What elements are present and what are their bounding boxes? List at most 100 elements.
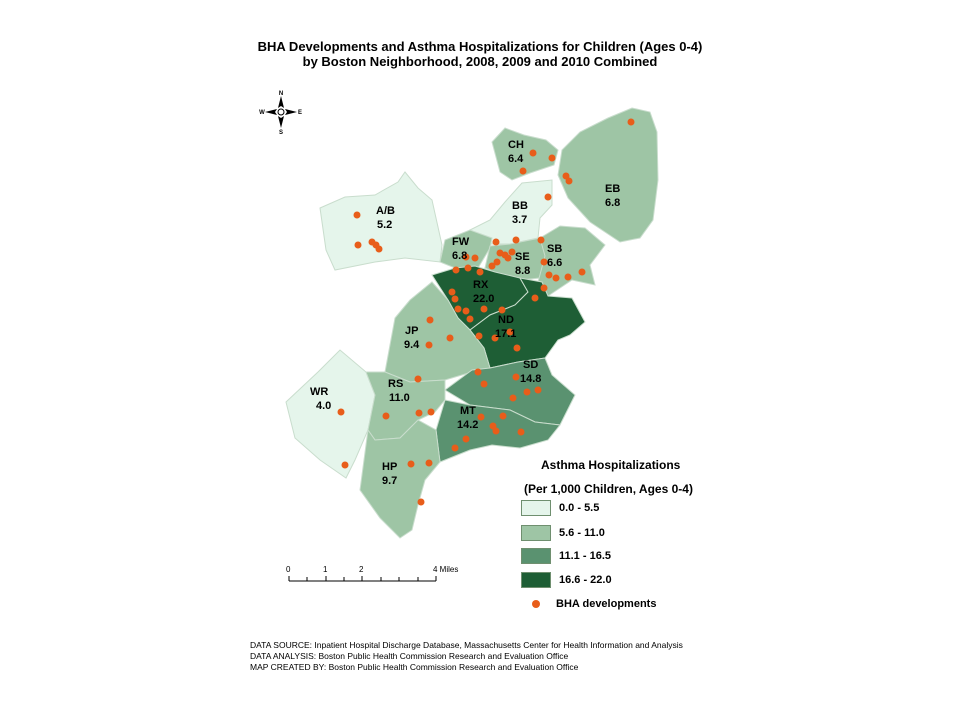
label-rate: 14.8 — [520, 373, 541, 385]
bha-development-dot — [545, 271, 553, 279]
label-code: SB — [547, 243, 562, 255]
label-rate: 6.6 — [547, 257, 562, 269]
label-code: SD — [523, 359, 538, 371]
credit-line: DATA ANALYSIS: Boston Public Health Comm… — [250, 651, 569, 661]
compass-south-label: S — [279, 130, 283, 136]
bha-development-dot — [414, 375, 422, 383]
credit-line: DATA SOURCE: Inpatient Hospital Discharg… — [250, 640, 683, 650]
bha-development-dot — [451, 444, 459, 452]
scale-tick-label: 1 — [323, 565, 328, 574]
bha-development-dot — [341, 461, 349, 469]
bha-development-dot — [512, 236, 520, 244]
bha-development-dot — [425, 341, 433, 349]
compass-west-label: W — [259, 110, 265, 116]
bha-development-dot — [452, 266, 460, 274]
bha-development-dot — [512, 373, 520, 381]
bha-development-dot — [426, 316, 434, 324]
bha-development-dot — [504, 254, 512, 262]
credit-line: MAP CREATED BY: Boston Public Health Com… — [250, 662, 579, 672]
label-code: A/B — [376, 205, 395, 217]
bha-development-dot — [448, 288, 456, 296]
legend-item: BHA developments — [521, 596, 656, 612]
bha-development-dot — [513, 344, 521, 352]
bha-development-dot — [537, 236, 545, 244]
bha-development-dot — [451, 295, 459, 303]
bha-development-dot — [517, 428, 525, 436]
bha-development-dot — [375, 245, 383, 253]
label-rate: 9.4 — [404, 339, 420, 351]
bha-development-dot — [466, 315, 474, 323]
scale-tick-label: 2 — [359, 565, 364, 574]
bha-development-dot — [492, 238, 500, 246]
label-rate: 8.8 — [515, 265, 530, 277]
bha-development-dot — [498, 306, 506, 314]
bha-development-dot — [427, 408, 435, 416]
legend-item-label: BHA developments — [556, 598, 657, 610]
neighborhood-polygons — [285, 107, 659, 539]
bha-development-dot — [523, 388, 531, 396]
legend-item: 0.0 - 5.5 — [521, 500, 599, 516]
bha-development-dot — [425, 459, 433, 467]
legend-item: 11.1 - 16.5 — [521, 548, 611, 564]
label-code: SE — [515, 251, 530, 263]
region-eb — [557, 107, 659, 243]
region-hp — [359, 419, 441, 539]
bha-development-dot — [534, 386, 542, 394]
label-rate: 22.0 — [473, 293, 494, 305]
region-a-b — [319, 171, 443, 271]
bha-development-dot — [464, 264, 472, 272]
bha-development-dot — [529, 149, 537, 157]
bha-development-dot — [446, 334, 454, 342]
scale-tick-label: 4 Miles — [433, 565, 458, 574]
legend-swatch — [521, 572, 551, 588]
legend-swatch — [521, 500, 551, 516]
label-rate: 4.0 — [316, 400, 331, 412]
bha-development-dot — [353, 211, 361, 219]
label-code: WR — [310, 386, 328, 398]
bha-development-dot — [499, 412, 507, 420]
bha-development-dot — [540, 258, 548, 266]
label-rate: 9.7 — [382, 475, 397, 487]
bha-development-dot — [540, 284, 548, 292]
legend-item: 5.6 - 11.0 — [521, 525, 605, 541]
label-code: MT — [460, 405, 476, 417]
bha-development-dot — [462, 435, 470, 443]
bha-development-dot — [544, 193, 552, 201]
bha-development-dot — [480, 305, 488, 313]
region-wr — [285, 349, 376, 479]
bha-development-dot — [508, 248, 516, 256]
bha-development-dot — [407, 460, 415, 468]
bha-development-dot — [506, 328, 514, 336]
bha-development-dot — [531, 294, 539, 302]
label-code: JP — [405, 325, 418, 337]
bha-development-dot — [354, 241, 362, 249]
region-rs — [365, 371, 446, 441]
bha-development-dot — [548, 154, 556, 162]
bha-development-dot — [565, 177, 573, 185]
bha-development-dot — [454, 305, 462, 313]
bha-development-dot — [474, 368, 482, 376]
bha-development-dot — [471, 254, 479, 262]
scale-bar: 0 1 2 4 Miles — [286, 565, 458, 582]
bha-development-dot — [492, 427, 500, 435]
bha-development-dot — [519, 167, 527, 175]
legend-title: Asthma Hospitalizations — [541, 458, 681, 472]
compass-east-label: E — [298, 110, 302, 116]
bha-development-dot — [475, 332, 483, 340]
label-code: ND — [498, 314, 514, 326]
map-title-line-1: BHA Developments and Asthma Hospitalizat… — [257, 39, 703, 54]
legend-subtitle: (Per 1,000 Children, Ages 0-4) — [524, 482, 693, 496]
bha-development-dot — [477, 413, 485, 421]
label-rate: 11.0 — [389, 392, 410, 404]
label-rate: 6.8 — [605, 197, 620, 209]
legend-swatch — [521, 548, 551, 564]
compass-rose: N S W E — [259, 91, 302, 136]
bha-development-dot — [552, 274, 560, 282]
bha-development-dot — [382, 412, 390, 420]
bha-development-dot — [578, 268, 586, 276]
bha-development-dot — [462, 253, 470, 261]
compass-north-label: N — [279, 91, 283, 97]
label-rate: 6.8 — [452, 250, 467, 262]
bha-development-dot — [415, 409, 423, 417]
